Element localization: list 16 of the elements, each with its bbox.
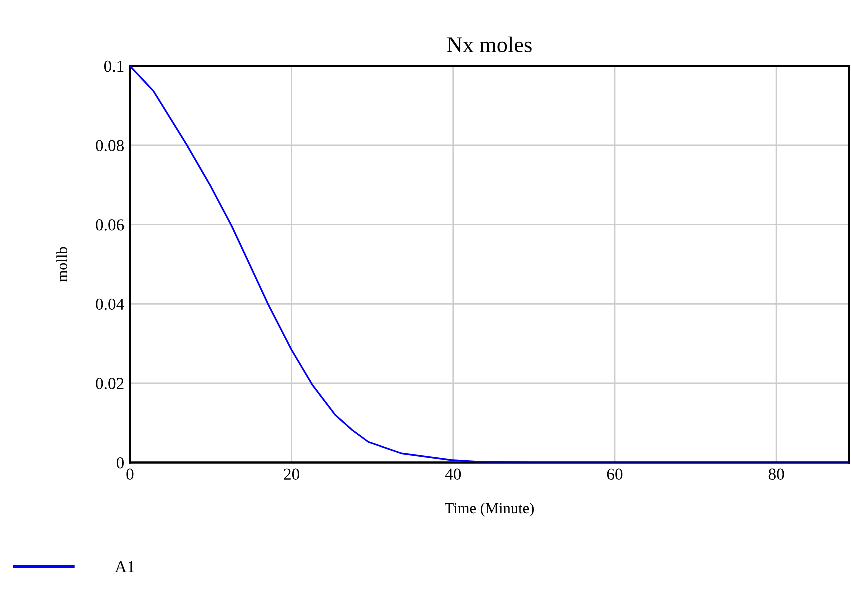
y-axis-title: mollb xyxy=(56,247,68,282)
y-tick-label: 0.06 xyxy=(96,220,124,231)
x-tick-label: 20 xyxy=(284,468,300,480)
chart-title: Nx moles xyxy=(447,36,532,53)
y-tick-label: 0 xyxy=(116,457,124,469)
x-axis-title: Time (Minute) xyxy=(445,502,534,517)
x-tick-label: 0 xyxy=(126,468,134,480)
y-tick-label: 0.1 xyxy=(104,60,124,72)
x-tick-label: 80 xyxy=(768,468,784,480)
x-tick-label: 60 xyxy=(607,468,623,480)
y-tick-label: 0.08 xyxy=(96,140,124,152)
y-tick-label: 0.02 xyxy=(96,378,124,390)
text: A1 xyxy=(115,561,134,572)
x-tick-label: 40 xyxy=(445,468,462,480)
line-series xyxy=(130,66,850,463)
y-tick-label: 0.04 xyxy=(96,298,124,310)
